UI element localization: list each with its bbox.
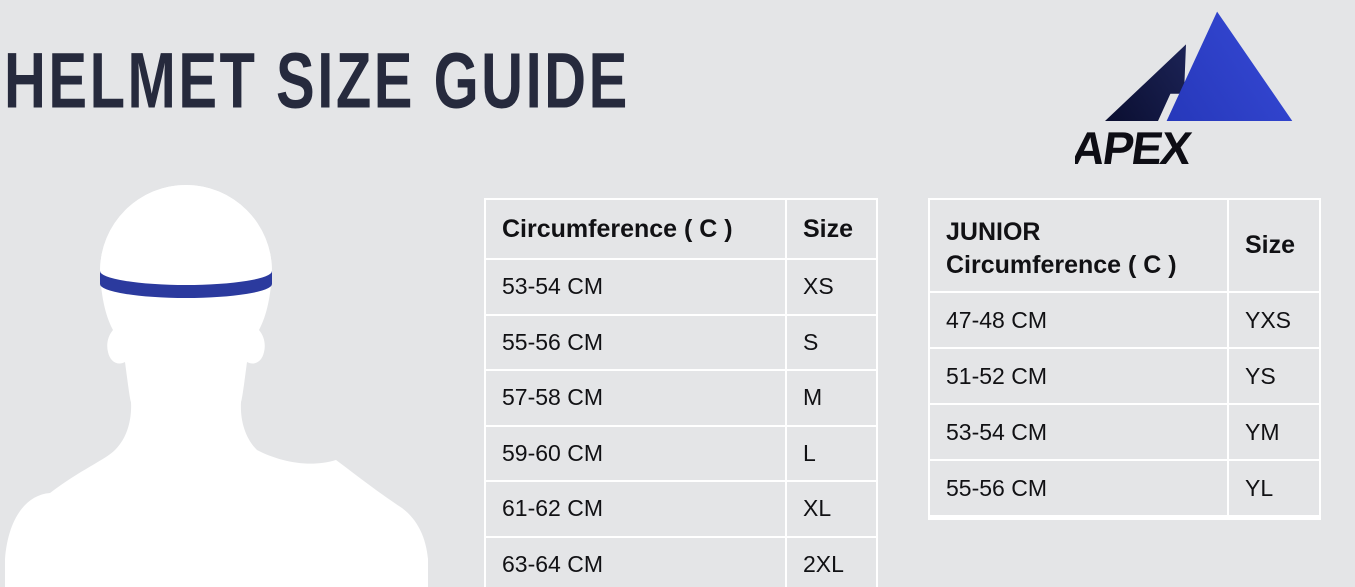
svg-text:APEX: APEX [1075,128,1195,174]
